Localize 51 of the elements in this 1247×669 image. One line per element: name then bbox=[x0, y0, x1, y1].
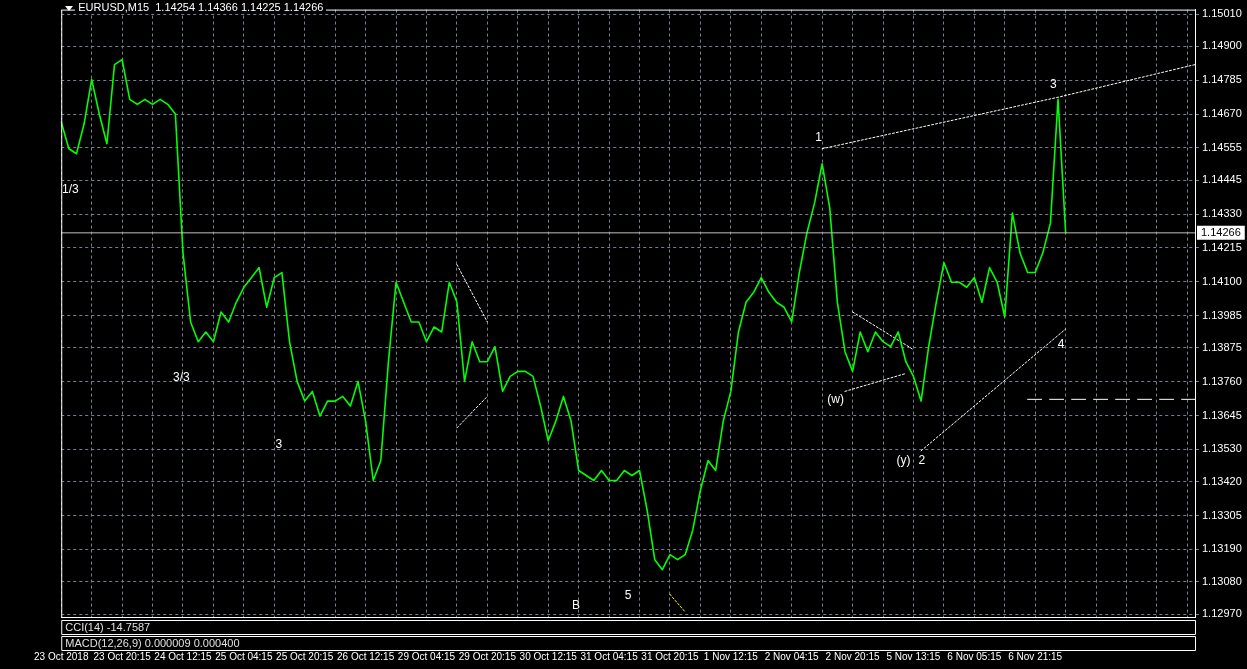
x-tick-label: 31 Oct 04:15 bbox=[580, 650, 639, 662]
annotation: 1 bbox=[815, 130, 823, 145]
x-tick-label: 6 Nov 05:15 bbox=[947, 650, 1002, 662]
x-tick-label: 6 Nov 21:15 bbox=[1008, 650, 1063, 662]
y-tick-label: 1.14215 bbox=[1202, 240, 1242, 253]
x-tick-label: 25 Oct 04:15 bbox=[215, 650, 273, 662]
y-tick-label: 1.14670 bbox=[1202, 107, 1242, 120]
x-tick-label: 30 Oct 12:15 bbox=[519, 650, 578, 662]
y-tick-label: 1.13645 bbox=[1202, 408, 1242, 421]
y-tick-label: 1.13875 bbox=[1202, 340, 1242, 353]
y-tick-label: 1.14330 bbox=[1202, 207, 1242, 220]
y-tick-label: 1.13190 bbox=[1202, 542, 1242, 555]
text: CCI(14) -14.7587 bbox=[65, 621, 151, 634]
annotation: 3 bbox=[1049, 76, 1057, 91]
x-tick-label: 23 Oct 2018 bbox=[34, 650, 89, 662]
annotation: 2 bbox=[918, 453, 926, 468]
annotation: 1/3 bbox=[61, 181, 79, 196]
x-tick-label: 29 Oct 04:15 bbox=[397, 650, 456, 662]
annotation: 3/3 bbox=[173, 370, 191, 384]
y-tick-label: 1.13760 bbox=[1202, 374, 1242, 387]
y-tick-label: 1.13305 bbox=[1202, 508, 1242, 521]
y-tick-label: 1.12970 bbox=[1202, 607, 1242, 620]
x-tick-label: 2 Nov 04:15 bbox=[764, 650, 820, 662]
y-tick-label: 1.14900 bbox=[1202, 39, 1242, 52]
annotation: 3 bbox=[275, 436, 283, 451]
x-tick-label: 25 Oct 20:15 bbox=[276, 650, 334, 662]
chart-title: EURUSD,M15 1.14254 1.14366 1.14225 1.14266 bbox=[75, 1, 327, 13]
y-tick-label: 1.13420 bbox=[1202, 474, 1242, 487]
x-tick-label: 2 Nov 20:15 bbox=[825, 650, 880, 662]
y-tick-label: 1.14100 bbox=[1202, 274, 1242, 287]
y-tick-label: 1.14445 bbox=[1202, 173, 1242, 186]
y-tick-label: 1.14785 bbox=[1202, 73, 1242, 86]
y-tick-label: 1.13985 bbox=[1202, 308, 1242, 321]
annotation: 4 bbox=[1057, 336, 1065, 351]
text: MACD(12,26,9) 0.000009 0.000400 bbox=[65, 637, 240, 650]
annotation: B bbox=[571, 598, 580, 613]
x-tick-label: 24 Oct 12:15 bbox=[154, 650, 213, 662]
y-tick-label: 1.13080 bbox=[1202, 574, 1242, 587]
x-tick-label: 5 Nov 13:15 bbox=[886, 650, 941, 662]
annotation: (y) bbox=[896, 453, 911, 468]
y-tick-label: 1.14555 bbox=[1202, 140, 1242, 153]
ref-line-label: 1.14266 bbox=[1201, 225, 1241, 238]
x-tick-label: 31 Oct 20:15 bbox=[641, 650, 700, 662]
x-tick-label: 23 Oct 20:15 bbox=[93, 650, 152, 662]
annotation: (w) bbox=[827, 391, 844, 406]
x-tick-label: 1 Nov 12:15 bbox=[703, 650, 759, 662]
y-tick-label: 1.15010 bbox=[1202, 7, 1242, 20]
annotation: 5 bbox=[624, 588, 632, 603]
x-tick-label: 29 Oct 20:15 bbox=[458, 650, 517, 662]
y-tick-label: 1.13530 bbox=[1202, 442, 1242, 455]
x-tick-label: 26 Oct 12:15 bbox=[336, 650, 395, 662]
